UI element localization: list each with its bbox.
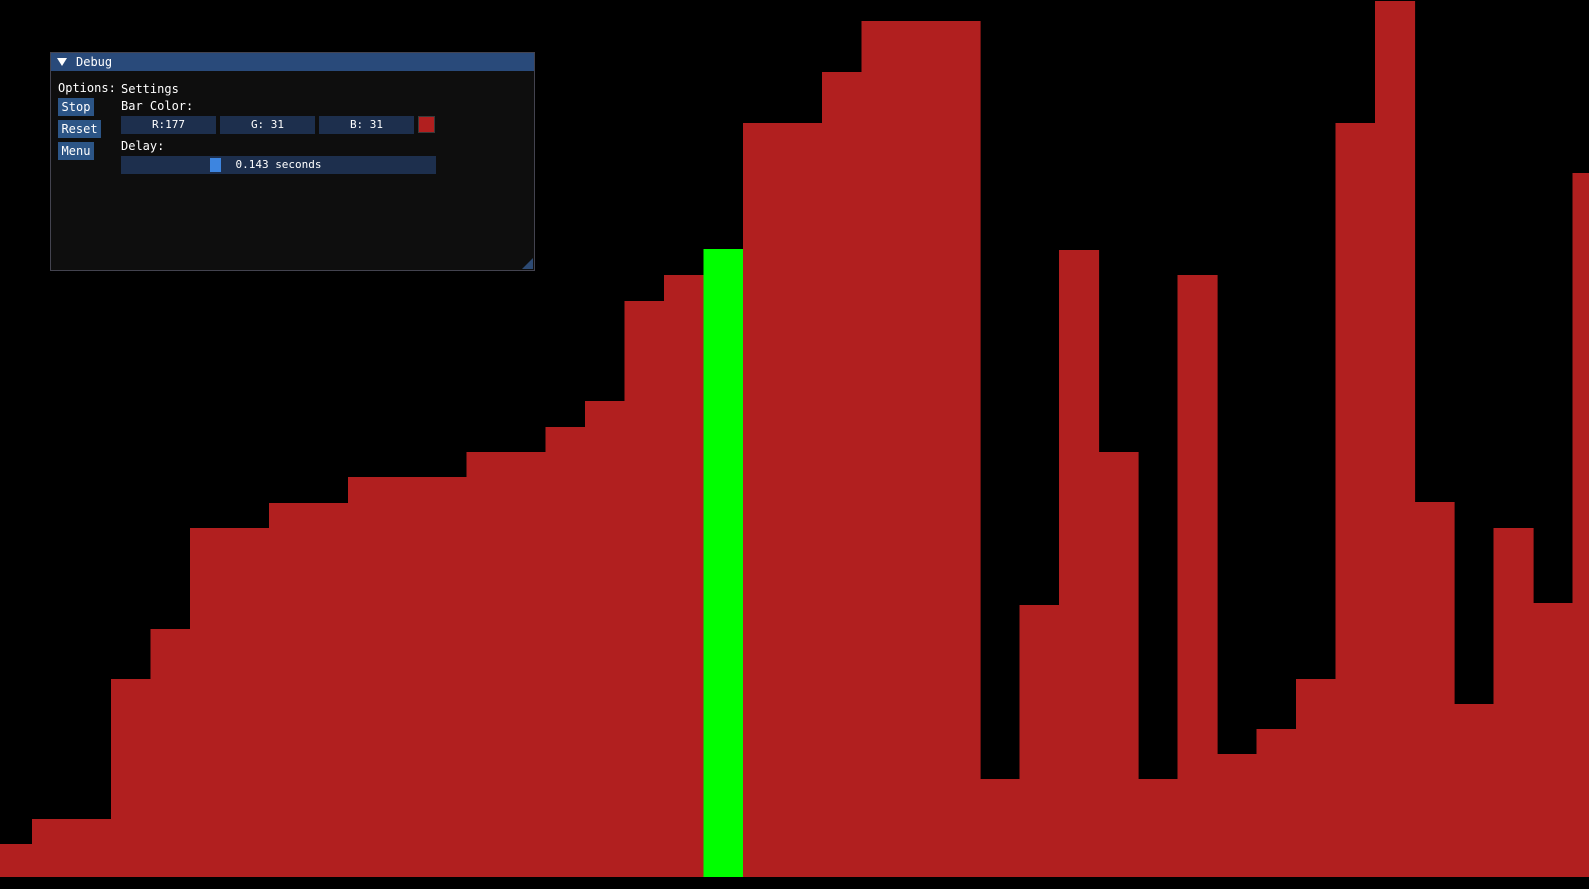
- bar: [111, 679, 152, 877]
- bar: [387, 477, 428, 877]
- settings-heading: Settings: [121, 82, 179, 96]
- debug-window-titlebar[interactable]: Debug: [51, 53, 534, 71]
- window-title: Debug: [76, 55, 113, 69]
- slider-grab-handle[interactable]: [210, 158, 221, 172]
- bar: [269, 503, 310, 877]
- bar: [348, 477, 389, 877]
- bar: [150, 629, 191, 877]
- bar: [1454, 704, 1495, 877]
- bar: [624, 301, 665, 877]
- bar: [1019, 605, 1060, 877]
- bar: [1414, 502, 1455, 877]
- bar: [743, 123, 784, 877]
- bar: [506, 452, 547, 877]
- bar-color-label: Bar Color:: [121, 99, 194, 113]
- bar: [1296, 679, 1337, 877]
- bar: [308, 503, 349, 877]
- collapse-arrow-icon[interactable]: [57, 58, 67, 66]
- bar: [1533, 603, 1574, 877]
- bar: [32, 819, 73, 877]
- bar-highlighted: [703, 249, 744, 877]
- bar: [901, 21, 942, 877]
- bar: [1375, 1, 1416, 877]
- bar: [1572, 173, 1589, 877]
- bar: [664, 275, 705, 877]
- resize-grip[interactable]: [522, 258, 533, 269]
- bar: [71, 819, 112, 877]
- bar: [1138, 779, 1179, 877]
- bar: [980, 779, 1021, 877]
- red-channel-input[interactable]: R:177: [121, 116, 216, 134]
- bar: [1256, 729, 1297, 877]
- bar: [1335, 123, 1376, 877]
- delay-label: Delay:: [121, 139, 165, 153]
- bar: [782, 123, 823, 877]
- blue-channel-input[interactable]: B: 31: [319, 116, 414, 134]
- bar: [861, 21, 902, 877]
- stop-button[interactable]: Stop: [58, 98, 94, 116]
- bar: [1217, 754, 1258, 877]
- green-channel-input[interactable]: G: 31: [220, 116, 315, 134]
- bar: [1059, 250, 1100, 877]
- options-label: Options:: [58, 81, 116, 95]
- menu-button[interactable]: Menu: [58, 142, 94, 160]
- bar: [545, 427, 586, 877]
- bar: [229, 528, 270, 877]
- bar: [190, 528, 231, 877]
- bar: [466, 452, 507, 877]
- bar: [1098, 452, 1139, 877]
- bar: [585, 401, 626, 877]
- bar: [822, 72, 863, 877]
- bar: [0, 844, 32, 877]
- bar: [1493, 528, 1534, 877]
- bar: [427, 477, 468, 877]
- bar: [1177, 275, 1218, 877]
- options-column: Options:: [58, 80, 116, 96]
- color-preview-swatch[interactable]: [418, 116, 435, 133]
- delay-value-text: 0.143 seconds: [235, 158, 322, 171]
- delay-slider[interactable]: 0.143 seconds: [121, 156, 436, 174]
- reset-button[interactable]: Reset: [58, 120, 101, 138]
- debug-window: Debug Options: Stop Reset Menu Settings …: [50, 52, 535, 271]
- bar: [940, 21, 981, 877]
